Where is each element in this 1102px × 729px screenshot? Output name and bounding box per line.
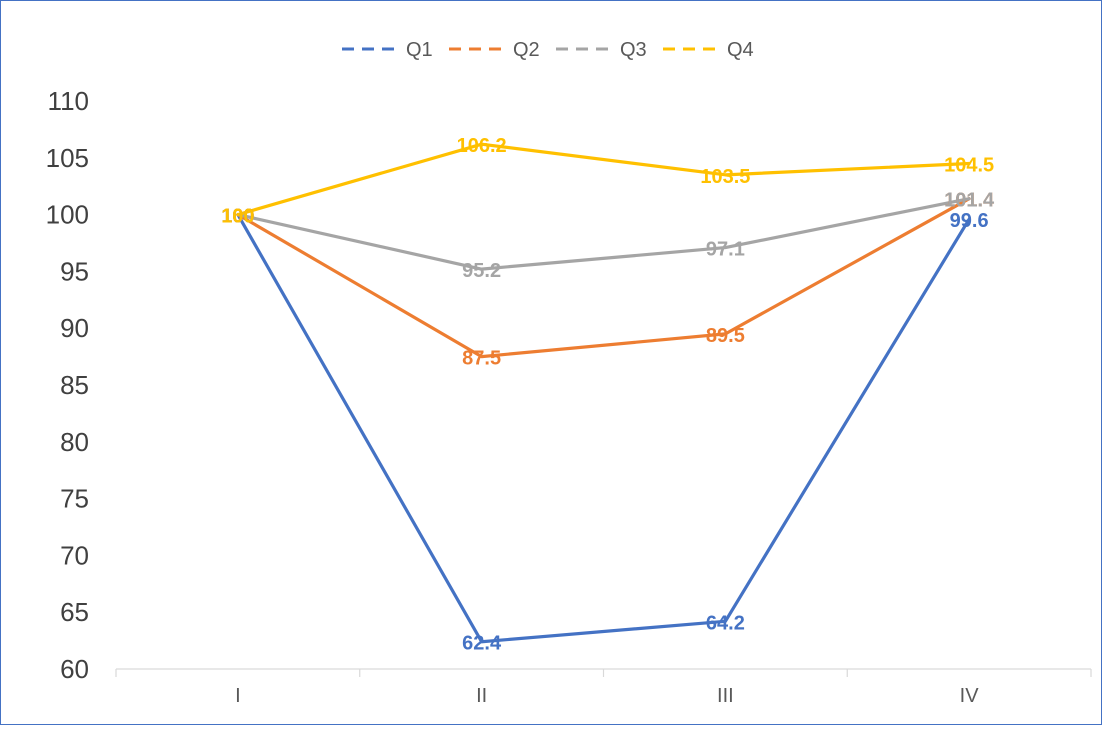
legend-label: Q3 <box>620 39 647 61</box>
data-label: 62.4 <box>462 633 502 655</box>
data-label: 64.2 <box>706 612 745 634</box>
legend-item-q4: Q4 <box>663 39 754 61</box>
data-label: 95.2 <box>462 260 501 282</box>
series-lines <box>236 142 971 644</box>
y-tick-label: 95 <box>60 256 89 286</box>
x-tick-label: II <box>476 685 487 707</box>
y-tick-label: 100 <box>46 200 89 230</box>
data-label: 101.4 <box>944 190 995 212</box>
y-axis: 60 65 70 75 80 85 90 95 100 105 110 <box>46 86 89 684</box>
legend-label: Q1 <box>406 39 433 61</box>
data-labels: 10062.464.299.610087.589.5101.410095.297… <box>221 135 995 655</box>
series-line-q1 <box>236 213 971 644</box>
x-tick-label: I <box>235 685 241 707</box>
data-label: 101.4 <box>944 190 995 212</box>
data-label: 97.1 <box>706 239 745 261</box>
data-label: 100 <box>221 206 254 228</box>
y-tick-label: 80 <box>60 427 89 457</box>
y-tick-label: 70 <box>60 540 89 570</box>
y-tick-label: 90 <box>60 313 89 343</box>
y-tick-label: 60 <box>60 654 89 684</box>
legend-item-q3: Q3 <box>556 39 647 61</box>
legend: Q1 Q2 Q3 Q4 <box>342 39 754 61</box>
data-label: 99.6 <box>950 210 989 232</box>
data-label: 89.5 <box>706 325 745 347</box>
data-label: 100 <box>221 206 254 228</box>
y-tick-label: 85 <box>60 370 89 400</box>
y-tick-label: 105 <box>46 143 89 173</box>
data-label: 103.5 <box>700 166 750 188</box>
y-tick-label: 110 <box>48 86 89 116</box>
x-tick-label: IV <box>960 685 980 707</box>
data-label: 100 <box>221 206 254 228</box>
x-axis: I II III IV <box>115 668 1092 707</box>
legend-item-q2: Q2 <box>449 39 540 61</box>
series-line-q2 <box>236 197 971 359</box>
x-tick-label: III <box>717 685 734 707</box>
series-line-q3 <box>236 197 971 271</box>
legend-label: Q4 <box>727 39 754 61</box>
series-line-q4 <box>236 142 971 217</box>
data-label: 87.5 <box>462 348 501 370</box>
legend-label: Q2 <box>513 39 540 61</box>
y-tick-label: 65 <box>60 597 89 627</box>
y-tick-label: 75 <box>60 484 89 514</box>
data-label: 106.2 <box>457 135 507 157</box>
data-label: 104.5 <box>944 154 994 176</box>
data-label: 100 <box>221 206 254 228</box>
legend-item-q1: Q1 <box>342 39 433 61</box>
